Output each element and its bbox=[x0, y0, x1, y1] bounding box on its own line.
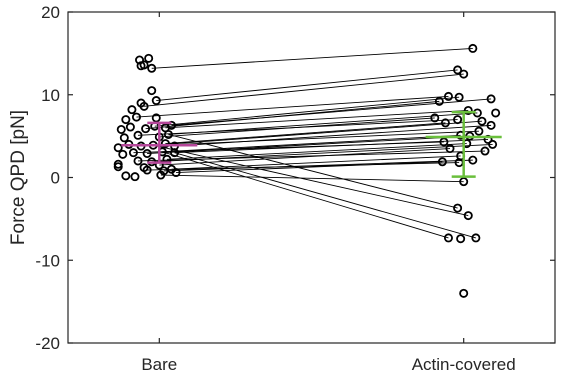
actin-point bbox=[468, 43, 478, 53]
bare-point bbox=[163, 129, 173, 139]
pair-line bbox=[168, 134, 458, 209]
actin-point bbox=[463, 105, 473, 115]
pair-line bbox=[174, 152, 476, 239]
y-tick-label: -10 bbox=[35, 251, 60, 270]
y-tick-label: 0 bbox=[51, 169, 60, 188]
actin-point bbox=[456, 234, 466, 244]
actin-point bbox=[454, 92, 464, 102]
pair-line bbox=[166, 143, 467, 160]
actin-point bbox=[459, 288, 469, 298]
bare-point bbox=[113, 143, 123, 153]
x-ticks: Bare Actin-covered bbox=[141, 12, 516, 374]
pair-line bbox=[162, 151, 449, 239]
actin-point bbox=[471, 233, 481, 243]
pair-line bbox=[133, 141, 444, 154]
pair-line bbox=[136, 95, 449, 118]
summary-markers bbox=[121, 110, 502, 178]
actin-point bbox=[459, 177, 469, 187]
bare-point bbox=[136, 61, 146, 71]
actin-point bbox=[480, 146, 490, 156]
bare-point bbox=[147, 63, 157, 73]
pair-line bbox=[153, 144, 469, 217]
bare-point bbox=[142, 165, 152, 175]
actin-point bbox=[453, 65, 463, 75]
actin-point bbox=[453, 203, 463, 213]
actin-point bbox=[477, 116, 487, 126]
bare-point bbox=[166, 120, 176, 130]
pair-line bbox=[154, 96, 460, 127]
y-axis-label: Force QPD [pN] bbox=[8, 110, 29, 245]
bare-point bbox=[171, 168, 181, 178]
bare-point bbox=[151, 113, 161, 123]
actin-point bbox=[488, 139, 498, 149]
pair-line bbox=[162, 134, 461, 153]
pair-line bbox=[141, 130, 479, 147]
bare-point bbox=[125, 122, 135, 132]
bare-point bbox=[130, 172, 140, 182]
actin-point bbox=[491, 108, 501, 118]
y-tick-label: 20 bbox=[41, 3, 60, 22]
pair-line bbox=[153, 120, 482, 146]
bare-point bbox=[113, 162, 123, 172]
x-tick-label: Actin-covered bbox=[412, 355, 516, 374]
pair-line bbox=[151, 47, 473, 69]
pair-line bbox=[160, 174, 464, 183]
bare-point bbox=[147, 86, 157, 96]
bare-point bbox=[127, 105, 137, 115]
actin-point bbox=[459, 69, 469, 79]
bare-point bbox=[170, 148, 180, 158]
bare-point bbox=[160, 139, 170, 149]
y-tick-label: 10 bbox=[41, 86, 60, 105]
pair-line bbox=[156, 69, 458, 101]
bare-point bbox=[121, 115, 131, 125]
actin-point bbox=[453, 115, 463, 125]
bare-point bbox=[133, 156, 143, 166]
bare-point bbox=[121, 171, 131, 181]
bare-point bbox=[151, 96, 161, 106]
bare-point bbox=[131, 112, 141, 122]
y-ticks: -20 -10 0 10 20 bbox=[35, 3, 555, 353]
actin-point bbox=[486, 94, 496, 104]
pair-line bbox=[137, 150, 486, 162]
bare-point bbox=[116, 125, 126, 135]
actin-point bbox=[434, 96, 444, 106]
pair-line bbox=[147, 162, 460, 171]
actin-point bbox=[430, 113, 440, 123]
summary-actin bbox=[425, 110, 502, 178]
actin-point bbox=[474, 126, 484, 136]
bare-point bbox=[141, 124, 151, 134]
pair-line bbox=[144, 73, 464, 107]
pair-lines bbox=[133, 47, 493, 239]
bare-point bbox=[119, 133, 129, 143]
pair-line bbox=[176, 161, 443, 173]
pair-line bbox=[137, 119, 458, 136]
bare-point bbox=[142, 149, 152, 159]
pair-line bbox=[165, 122, 446, 145]
y-tick-label: -20 bbox=[35, 334, 60, 353]
x-tick-label: Bare bbox=[141, 355, 177, 374]
pair-line bbox=[163, 159, 473, 172]
pair-line bbox=[165, 110, 469, 129]
actin-point bbox=[440, 118, 450, 128]
actin-point bbox=[437, 157, 447, 167]
pair-line bbox=[171, 155, 461, 170]
bare-point bbox=[118, 149, 128, 159]
actin-point bbox=[445, 144, 455, 154]
pair-line bbox=[145, 100, 440, 130]
data-points bbox=[113, 43, 501, 298]
summary-bare bbox=[121, 121, 198, 164]
actin-point bbox=[443, 233, 453, 243]
bare-point bbox=[128, 148, 138, 158]
bare-point bbox=[156, 170, 166, 180]
actin-point bbox=[443, 91, 453, 101]
bare-point bbox=[135, 55, 145, 65]
bare-point bbox=[133, 130, 143, 140]
bare-point bbox=[139, 101, 149, 111]
bare-point bbox=[144, 53, 154, 63]
actin-point bbox=[463, 211, 473, 221]
actin-point bbox=[486, 120, 496, 130]
actin-point bbox=[468, 155, 478, 165]
actin-point bbox=[439, 137, 449, 147]
